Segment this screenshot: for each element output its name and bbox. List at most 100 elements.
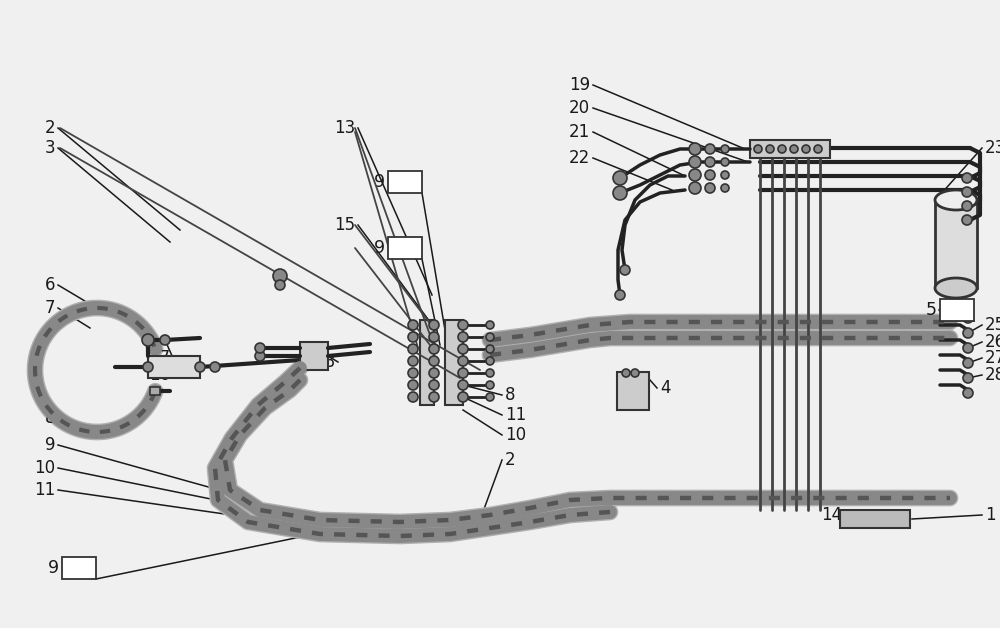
Circle shape <box>486 321 494 329</box>
FancyBboxPatch shape <box>940 299 974 321</box>
Circle shape <box>963 313 973 323</box>
Text: 9: 9 <box>374 239 385 257</box>
Circle shape <box>408 392 418 402</box>
Text: 20: 20 <box>569 99 590 117</box>
Circle shape <box>458 368 468 378</box>
Circle shape <box>613 186 627 200</box>
Text: 9: 9 <box>48 559 59 577</box>
Circle shape <box>963 343 973 353</box>
Circle shape <box>721 171 729 179</box>
Circle shape <box>814 145 822 153</box>
Circle shape <box>705 157 715 167</box>
Text: 9: 9 <box>44 436 55 454</box>
Circle shape <box>963 328 973 338</box>
Circle shape <box>408 320 418 330</box>
Circle shape <box>963 388 973 398</box>
FancyBboxPatch shape <box>148 356 200 378</box>
Circle shape <box>962 215 972 225</box>
Circle shape <box>962 173 972 183</box>
Circle shape <box>721 184 729 192</box>
Text: 7: 7 <box>44 299 55 317</box>
Text: 14: 14 <box>821 506 842 524</box>
Text: 22: 22 <box>569 149 590 167</box>
Circle shape <box>705 183 715 193</box>
Ellipse shape <box>935 278 977 298</box>
FancyBboxPatch shape <box>300 342 328 370</box>
Circle shape <box>458 344 468 354</box>
Circle shape <box>486 393 494 401</box>
Ellipse shape <box>935 190 977 210</box>
Circle shape <box>275 280 285 290</box>
Text: 27: 27 <box>985 349 1000 367</box>
Circle shape <box>458 356 468 366</box>
Circle shape <box>429 332 439 342</box>
Circle shape <box>486 381 494 389</box>
Circle shape <box>195 362 205 372</box>
FancyBboxPatch shape <box>62 557 96 579</box>
Text: 1: 1 <box>985 506 996 524</box>
Circle shape <box>615 290 625 300</box>
FancyBboxPatch shape <box>445 320 463 405</box>
Text: 10: 10 <box>505 426 526 444</box>
Text: 12: 12 <box>394 239 416 257</box>
Circle shape <box>689 169 701 181</box>
Circle shape <box>458 320 468 330</box>
Circle shape <box>486 369 494 377</box>
Circle shape <box>790 145 798 153</box>
Text: 3: 3 <box>44 139 55 157</box>
Circle shape <box>705 170 715 180</box>
Circle shape <box>210 362 220 372</box>
Circle shape <box>615 188 625 198</box>
Text: 10: 10 <box>34 459 55 477</box>
Circle shape <box>458 332 468 342</box>
Circle shape <box>273 269 287 283</box>
FancyBboxPatch shape <box>388 171 422 193</box>
FancyBboxPatch shape <box>388 237 422 259</box>
Circle shape <box>486 357 494 365</box>
Text: 4: 4 <box>660 379 670 397</box>
Text: 16: 16 <box>149 366 170 384</box>
Circle shape <box>631 369 639 377</box>
Circle shape <box>408 380 418 390</box>
FancyBboxPatch shape <box>150 387 160 395</box>
Circle shape <box>408 332 418 342</box>
Circle shape <box>721 145 729 153</box>
Text: 8: 8 <box>505 386 516 404</box>
FancyBboxPatch shape <box>420 320 434 405</box>
Circle shape <box>160 335 170 345</box>
Circle shape <box>458 380 468 390</box>
Circle shape <box>429 392 439 402</box>
Bar <box>935 200 977 288</box>
Circle shape <box>429 344 439 354</box>
Circle shape <box>622 369 630 377</box>
Circle shape <box>705 144 715 154</box>
Circle shape <box>486 333 494 341</box>
Text: 5: 5 <box>926 301 937 319</box>
Circle shape <box>689 156 701 168</box>
Circle shape <box>486 345 494 353</box>
Circle shape <box>962 201 972 211</box>
Circle shape <box>689 143 701 155</box>
Circle shape <box>458 392 468 402</box>
Text: 8: 8 <box>44 409 55 427</box>
Circle shape <box>429 368 439 378</box>
Circle shape <box>963 358 973 368</box>
FancyBboxPatch shape <box>617 372 649 410</box>
Circle shape <box>143 362 153 372</box>
Text: 25: 25 <box>985 316 1000 334</box>
Circle shape <box>689 182 701 194</box>
Circle shape <box>802 145 810 153</box>
Text: 9: 9 <box>374 173 385 191</box>
Text: 18: 18 <box>314 353 335 371</box>
Circle shape <box>615 173 625 183</box>
Text: 2: 2 <box>44 119 55 137</box>
Text: 17: 17 <box>149 349 170 367</box>
Text: 24: 24 <box>946 301 968 319</box>
Circle shape <box>963 373 973 383</box>
Circle shape <box>721 158 729 166</box>
Circle shape <box>754 145 762 153</box>
Text: 19: 19 <box>569 76 590 94</box>
Text: 12: 12 <box>394 173 416 191</box>
Circle shape <box>142 334 154 346</box>
Circle shape <box>408 368 418 378</box>
